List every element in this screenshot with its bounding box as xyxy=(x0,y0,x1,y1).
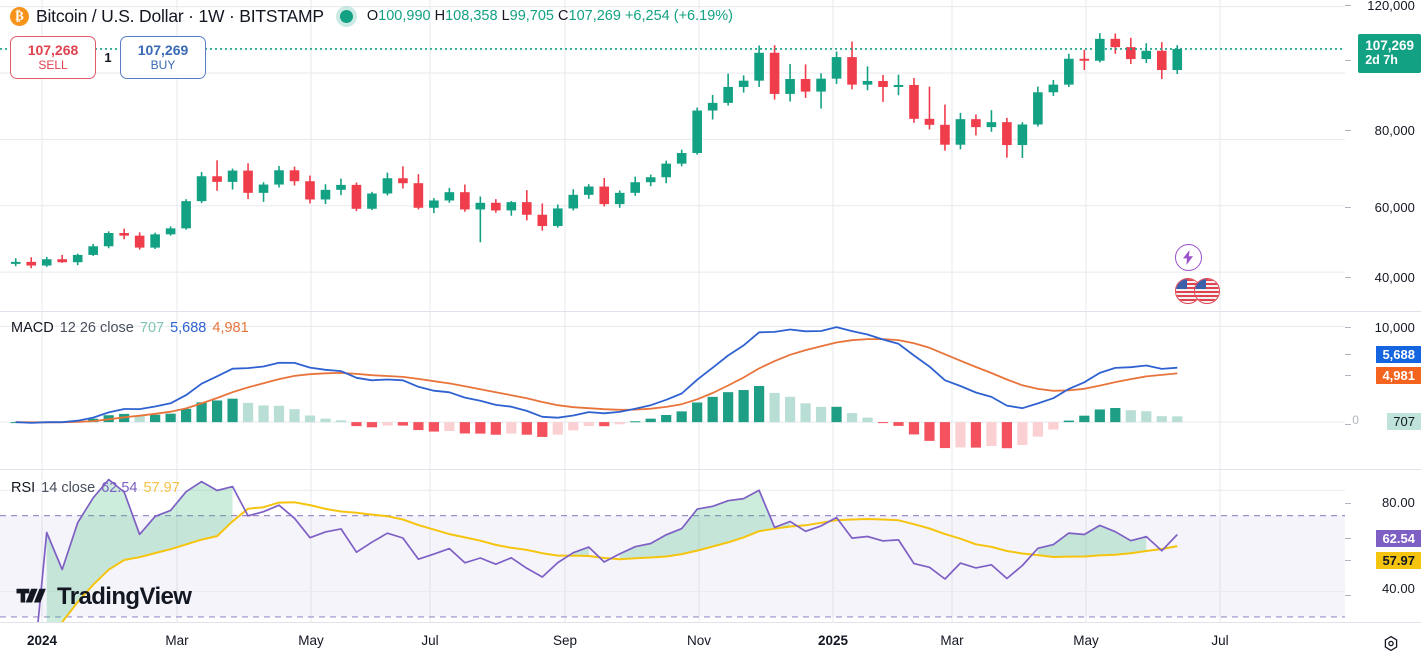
price-candles xyxy=(0,0,1345,312)
price-axis-label-0: 120,000 xyxy=(1367,0,1415,13)
logo-text: TradingView xyxy=(57,583,192,610)
bitcoin-icon: ₿ xyxy=(10,6,29,26)
macd-hist-value: 707 xyxy=(139,320,165,336)
sell-label: SELL xyxy=(38,57,68,72)
high-label: H xyxy=(434,8,446,24)
macd-params: 12 26 close xyxy=(59,320,134,336)
open-label: O xyxy=(366,8,379,24)
rsi-axis-label-0: 80.00 xyxy=(1381,495,1415,510)
high-value: 108,358 xyxy=(445,8,498,24)
ohlc-values: O100,990 H108,358 L99,705 C107,269 +6,25… xyxy=(367,8,733,24)
live-status-dot xyxy=(339,9,353,23)
time-axis[interactable]: 2024 Mar May Jul Sep Nov 2025 Mar May Jul xyxy=(0,622,1421,657)
bar-countdown: 2d 7h xyxy=(1365,53,1398,67)
tradingview-logo[interactable]: TradingView xyxy=(16,583,192,611)
rsi-name: RSI xyxy=(11,480,36,496)
price-chart-pane[interactable] xyxy=(0,0,1345,312)
price-change: +6,254 (+6.19%) xyxy=(624,8,733,24)
us-flag-icon-2[interactable] xyxy=(1194,278,1220,304)
low-label: L xyxy=(501,8,510,24)
macd-legend[interactable]: MACD 12 26 close 707 5,688 4,981 xyxy=(11,320,249,336)
macd-pane[interactable] xyxy=(0,312,1345,470)
buy-price: 107,269 xyxy=(137,42,189,59)
symbol-title[interactable]: Bitcoin / U.S. Dollar · 1W · BITSTAMP xyxy=(36,5,324,26)
time-axis-label-8: May xyxy=(1073,633,1099,648)
time-axis-label-2: May xyxy=(298,633,324,648)
macd-name: MACD xyxy=(11,320,54,336)
open-value: 100,990 xyxy=(378,8,431,24)
rsi-legend[interactable]: RSI 14 close 62.54 57.97 xyxy=(11,480,180,496)
pane-divider-2 xyxy=(0,469,1421,470)
buy-button[interactable]: 107,269 BUY xyxy=(120,36,206,79)
sell-price: 107,268 xyxy=(27,42,79,59)
current-price-badge[interactable]: 107,269 2d 7h xyxy=(1358,34,1421,73)
gear-icon[interactable] xyxy=(1381,635,1401,655)
rsi-ma-badge[interactable]: 57.97 xyxy=(1376,552,1421,569)
time-axis-label-6: 2025 xyxy=(817,633,849,648)
close-value: 107,269 xyxy=(568,8,621,24)
rsi-plot xyxy=(0,470,1345,622)
time-axis-label-3: Jul xyxy=(421,633,439,648)
chart-header: ₿ Bitcoin / U.S. Dollar · 1W · BITSTAMP … xyxy=(10,4,733,28)
macd-signal-badge[interactable]: 4,981 xyxy=(1376,367,1421,384)
low-value: 99,705 xyxy=(509,8,554,24)
lightning-icon[interactable] xyxy=(1175,244,1202,271)
time-axis-label-5: Nov xyxy=(686,633,712,648)
rsi-value-badge[interactable]: 62.54 xyxy=(1376,530,1421,547)
price-axis-label-3: 60,000 xyxy=(1374,200,1415,215)
current-price-value: 107,269 xyxy=(1365,38,1414,53)
time-axis-label-1: Mar xyxy=(165,633,189,648)
sell-button[interactable]: 107,268 SELL xyxy=(10,36,96,79)
time-axis-label-0: 2024 xyxy=(26,633,58,648)
rsi-params: 14 close xyxy=(41,480,96,496)
quantity-value[interactable]: 1 xyxy=(104,50,112,65)
pane-divider-1 xyxy=(0,311,1421,312)
macd-axis-label-0: 10,000 xyxy=(1374,320,1415,335)
macd-line-value: 5,688 xyxy=(170,320,207,336)
close-label: C xyxy=(558,8,569,24)
time-axis-label-7: Mar xyxy=(940,633,964,648)
price-axis-label-2: 80,000 xyxy=(1374,123,1415,138)
macd-axis-label-1: 0 xyxy=(1352,413,1359,427)
time-axis-label-9: Jul xyxy=(1211,633,1229,648)
price-axis-column[interactable]: 120,000 100,000 80,000 60,000 40,000 107… xyxy=(1345,0,1421,622)
price-axis-label-4: 40,000 xyxy=(1374,270,1415,285)
trade-panel: 107,268 SELL 1 107,269 BUY xyxy=(10,36,206,79)
tradingview-logo-icon xyxy=(16,588,46,603)
rsi-pane[interactable] xyxy=(0,470,1345,622)
rsi-axis-label-1: 40.00 xyxy=(1381,581,1415,596)
macd-hist-badge[interactable]: 707 xyxy=(1387,413,1421,430)
rsi-value: 62.54 xyxy=(101,480,138,496)
time-axis-label-4: Sep xyxy=(552,633,578,648)
macd-signal-value: 4,981 xyxy=(212,320,249,336)
buy-label: BUY xyxy=(150,57,176,72)
macd-plot xyxy=(0,312,1345,470)
macd-line-badge[interactable]: 5,688 xyxy=(1376,346,1421,363)
rsi-ma-value: 57.97 xyxy=(143,480,180,496)
